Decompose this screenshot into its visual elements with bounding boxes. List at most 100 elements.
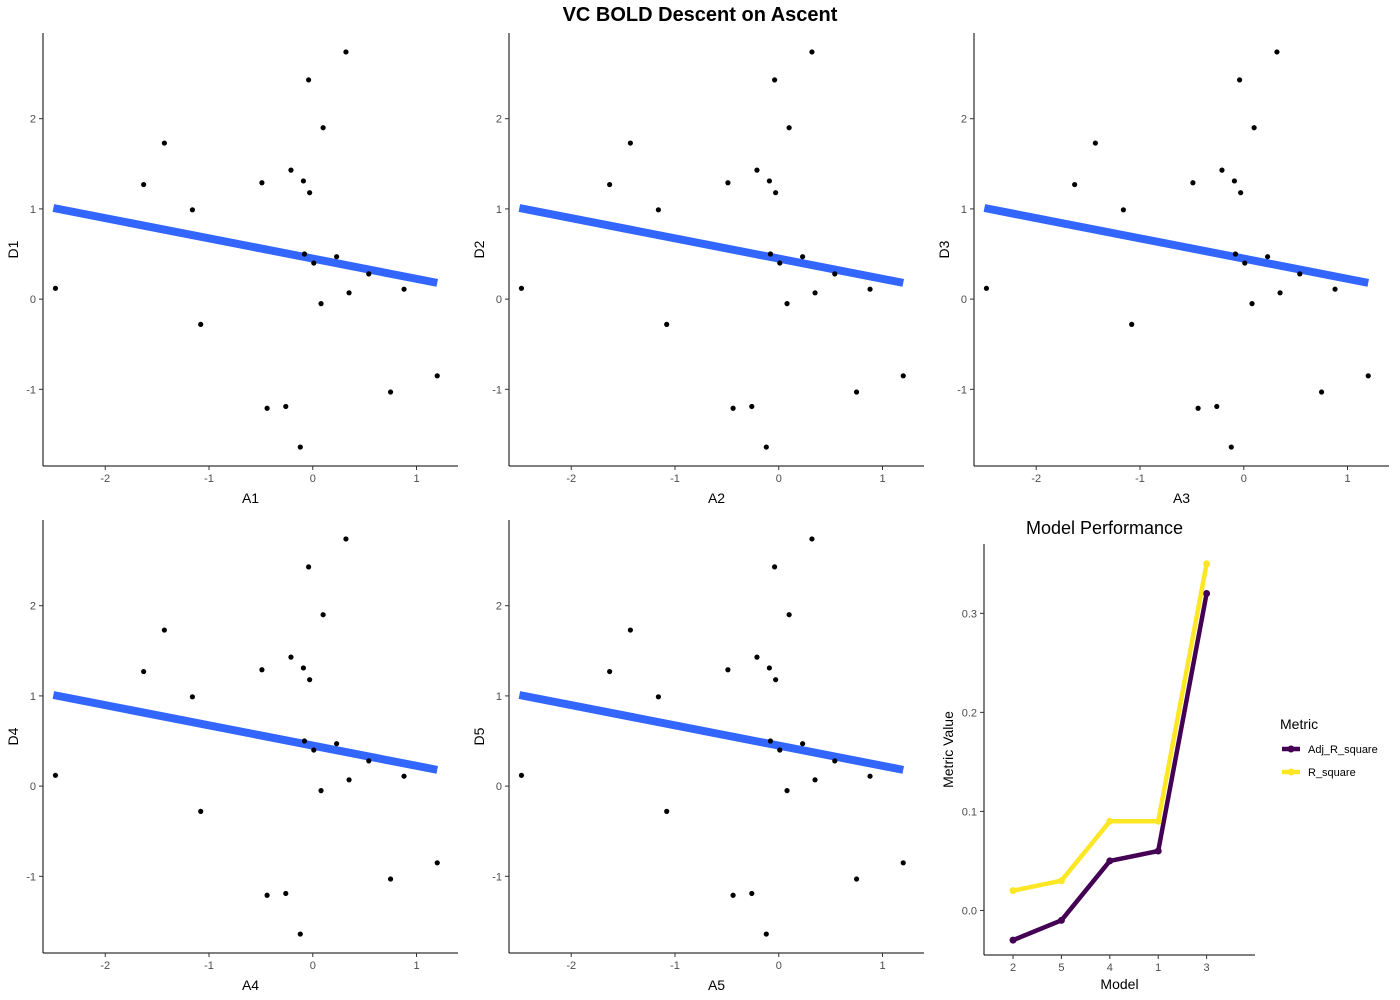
series-point: [1106, 817, 1114, 825]
data-point: [300, 178, 307, 184]
legend-key-point: [1287, 745, 1295, 753]
data-point: [867, 773, 873, 779]
data-point: [725, 180, 731, 186]
data-point: [772, 77, 778, 83]
y-tick-label: 0: [30, 781, 36, 793]
data-point: [1190, 180, 1196, 186]
x-tick-label: 1: [413, 473, 419, 485]
data-point: [189, 694, 195, 700]
data-point: [655, 694, 662, 700]
data-point: [1195, 405, 1201, 411]
legend-key-point: [1287, 768, 1295, 776]
data-point: [607, 181, 613, 188]
scatter-panel-2: -2 -1 0 1 -1 0 1 2 A2 D2: [471, 33, 924, 506]
x-tick-label: -1: [204, 473, 214, 485]
data-point: [366, 271, 372, 277]
data-point: [288, 167, 294, 173]
model-performance-panel: Model Performance 2 5 4 1 3 0.0 0.1 0.2 0.3 Model M…: [940, 518, 1378, 992]
data-point: [853, 389, 860, 395]
y-tick-label: 0.0: [962, 905, 977, 917]
data-point: [800, 254, 806, 260]
y-tick-label: -1: [492, 871, 502, 883]
y-tick-label: 1: [961, 204, 967, 216]
y-axis-label: Metric Value: [940, 711, 956, 788]
y-axis-label: D2: [471, 240, 487, 258]
data-point: [777, 260, 783, 266]
x-tick-label: -2: [1031, 473, 1041, 485]
regression-line: [52, 204, 439, 287]
data-point: [867, 286, 873, 292]
regression-line: [518, 691, 905, 774]
data-point: [189, 207, 195, 213]
data-point: [320, 125, 326, 131]
panel-title: Model Performance: [1026, 518, 1183, 538]
legend-label: R_square: [1308, 767, 1356, 779]
data-point: [832, 758, 838, 764]
y-tick-label: 1: [496, 204, 502, 216]
data-point: [306, 77, 312, 83]
data-point: [767, 251, 774, 257]
x-tick-label: 5: [1058, 962, 1064, 974]
x-tick-label: -2: [100, 473, 110, 485]
data-point: [1332, 286, 1338, 292]
series-point: [1203, 560, 1211, 568]
data-point: [786, 612, 792, 618]
data-point: [773, 677, 779, 683]
series-line-r-square: [1012, 563, 1209, 893]
data-point: [320, 612, 326, 618]
data-point: [786, 125, 792, 131]
data-point: [766, 178, 773, 184]
series-point: [1154, 847, 1162, 855]
data-point: [1120, 207, 1126, 213]
x-axis-label: A2: [708, 490, 725, 506]
x-tick-label: -2: [566, 960, 576, 972]
data-point: [334, 254, 340, 260]
data-point: [346, 777, 352, 783]
data-point: [763, 444, 769, 450]
data-point: [730, 405, 736, 411]
data-point: [1251, 125, 1257, 131]
data-point: [161, 627, 167, 633]
data-point: [809, 536, 815, 542]
x-axis-label: Model: [1100, 976, 1138, 992]
data-point: [1214, 403, 1220, 410]
data-point: [1238, 190, 1244, 196]
y-tick-label: -1: [26, 871, 36, 883]
data-point: [1228, 444, 1234, 450]
x-tick-label: 1: [1155, 962, 1161, 974]
y-tick-label: 1: [496, 691, 502, 703]
data-point: [730, 892, 736, 898]
scatter-panel-4: -2 -1 0 1 -1 0 1 2 A4 D4: [5, 520, 458, 993]
y-axis-label: D4: [5, 727, 21, 745]
x-axis-label: A1: [242, 490, 259, 506]
y-tick-label: -1: [957, 384, 967, 396]
data-point: [784, 301, 790, 307]
series-point: [1009, 887, 1017, 895]
data-point: [318, 301, 324, 307]
series-point: [1154, 817, 1162, 825]
x-tick-label: -1: [670, 960, 680, 972]
data-point: [343, 49, 349, 55]
data-point: [1277, 290, 1283, 296]
data-point: [1129, 321, 1135, 327]
data-point: [301, 738, 308, 744]
y-tick-label: 0: [961, 294, 967, 306]
data-point: [800, 741, 806, 747]
y-tick-label: -1: [26, 384, 36, 396]
x-tick-label: 1: [413, 960, 419, 972]
data-point: [1092, 140, 1098, 146]
x-tick-label: 0: [310, 473, 316, 485]
y-tick-label: 0.2: [962, 707, 977, 719]
data-point: [307, 677, 313, 683]
data-point: [664, 808, 670, 814]
data-point: [259, 667, 265, 673]
data-point: [1242, 260, 1248, 266]
legend-title: Metric: [1280, 716, 1318, 732]
data-point: [1274, 49, 1280, 55]
x-tick-label: -1: [204, 960, 214, 972]
data-point: [763, 931, 769, 937]
x-tick-label: 0: [776, 960, 782, 972]
scatter-panel-1: -2 -1 0 1 -1 0 1 2 A1 D1: [5, 33, 458, 506]
data-point: [141, 668, 147, 675]
